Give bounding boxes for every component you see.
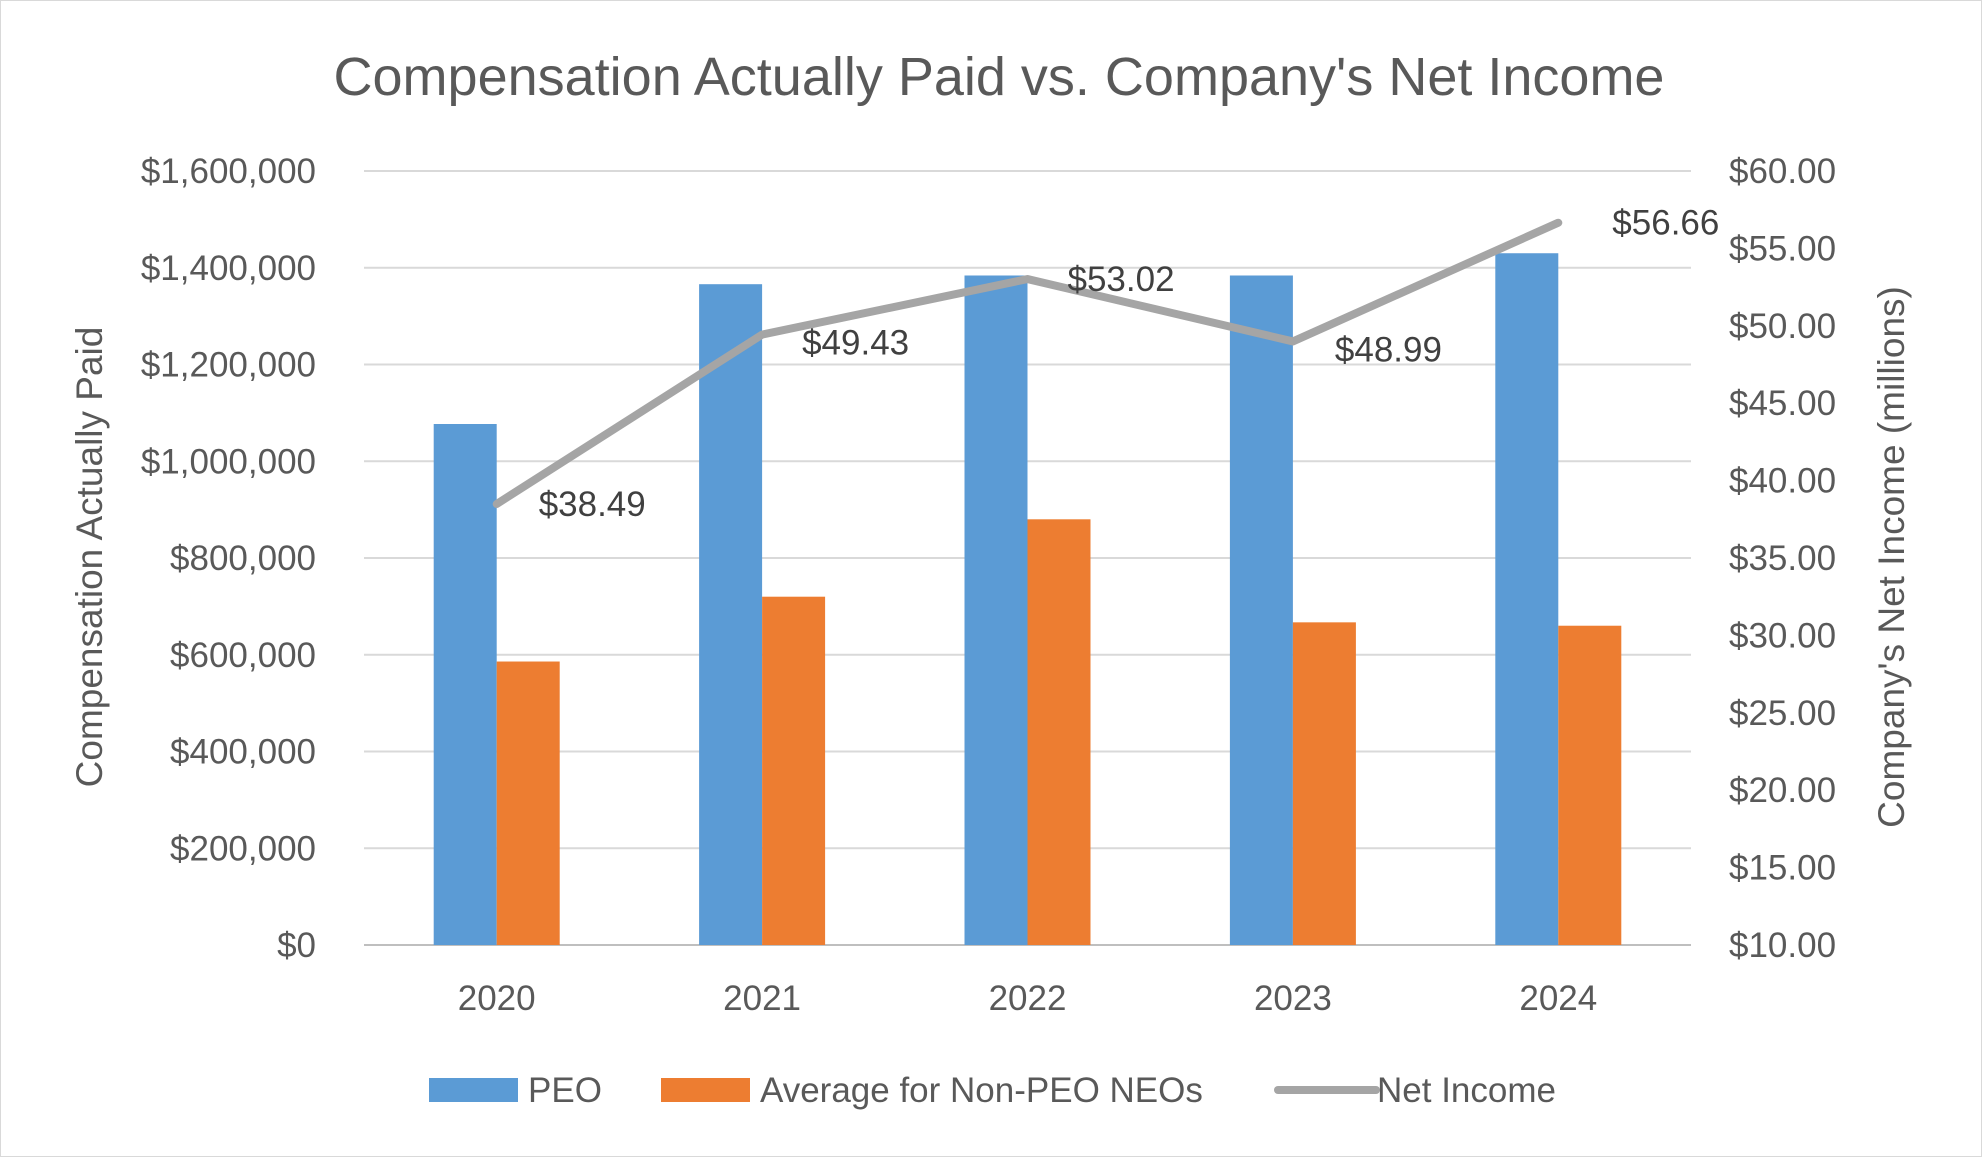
average-for-non-peo-neos-bar — [1292, 622, 1356, 945]
right-axis-tick-label: $55.00 — [1729, 229, 1836, 268]
data-labels: $38.49 $49.43 $53.02 $48.99 $56.66 — [539, 204, 1720, 524]
right-axis-tick-label: $45.00 — [1729, 384, 1836, 423]
legend-swatch-average-for-non-peo-neos — [661, 1078, 750, 1102]
average-for-non-peo-neos-bar — [1558, 625, 1622, 945]
average-for-non-peo-neos-bar — [496, 661, 560, 945]
left-axis-tick-label: $1,600,000 — [141, 152, 316, 191]
left-axis-tick-label: $0 — [277, 926, 316, 965]
peo-bar — [1495, 253, 1559, 946]
left-axis-tick-label: $600,000 — [170, 636, 316, 675]
x-axis: 2020 2021 2022 2023 2024 — [458, 979, 1597, 1018]
right-axis-title: Company's Net Income (millions) — [1871, 286, 1912, 828]
net-income-data-label: $48.99 — [1335, 330, 1442, 369]
average-for-non-peo-neos-bar — [762, 596, 826, 945]
right-axis-tick-label: $35.00 — [1729, 539, 1836, 578]
net-income-line-layer — [492, 218, 1563, 508]
legend-label-average-for-non-peo-neos: Average for Non-PEO NEOs — [760, 1071, 1203, 1110]
legend-label-peo: PEO — [528, 1071, 602, 1110]
net-income-data-label: $49.43 — [802, 324, 909, 363]
peo-bar — [433, 424, 497, 946]
right-axis-tick-label: $15.00 — [1729, 849, 1836, 888]
net-income-line — [492, 218, 1563, 508]
x-axis-tick-label: 2024 — [1519, 979, 1597, 1018]
legend-label-net-income: Net Income — [1377, 1071, 1556, 1110]
left-axis-tick-label: $200,000 — [170, 829, 316, 868]
average-for-non-peo-neos-bar — [1027, 519, 1091, 945]
left-axis-tick-label: $800,000 — [170, 539, 316, 578]
right-axis-tick-label: $10.00 — [1729, 926, 1836, 965]
left-axis-title: Compensation Actually Paid — [69, 327, 110, 788]
chart-title: Compensation Actually Paid vs. Company's… — [334, 47, 1665, 107]
net-income-data-label: $53.02 — [1068, 260, 1175, 299]
x-axis-tick-label: 2021 — [723, 979, 801, 1018]
left-axis-tick-label: $1,200,000 — [141, 346, 316, 385]
left-axis-tick-label: $1,400,000 — [141, 249, 316, 288]
net-income-data-label: $56.66 — [1612, 204, 1719, 243]
legend: PEO Average for Non-PEO NEOs Net Income — [429, 1071, 1556, 1110]
right-axis: $10.00 $15.00 $20.00 $25.00 $30.00 $35.00 $40.… — [1729, 152, 1836, 965]
right-axis-tick-label: $25.00 — [1729, 694, 1836, 733]
net-income-data-label: $38.49 — [539, 485, 646, 524]
right-axis-tick-label: $50.00 — [1729, 307, 1836, 346]
right-axis-tick-label: $40.00 — [1729, 462, 1836, 501]
peo-bar — [964, 275, 1028, 945]
right-axis-tick-label: $60.00 — [1729, 152, 1836, 191]
x-axis-tick-label: 2022 — [989, 979, 1067, 1018]
x-axis-tick-label: 2023 — [1254, 979, 1332, 1018]
x-axis-tick-label: 2020 — [458, 979, 536, 1018]
right-axis-tick-label: $20.00 — [1729, 771, 1836, 810]
left-axis-tick-label: $400,000 — [170, 733, 316, 772]
left-axis-tick-label: $1,000,000 — [141, 442, 316, 481]
left-axis: $0 $200,000 $400,000 $600,000 $800,000 $1,000… — [141, 152, 316, 965]
bars — [433, 253, 1622, 946]
peo-bar — [699, 284, 763, 945]
right-axis-tick-label: $30.00 — [1729, 616, 1836, 655]
legend-swatch-peo — [429, 1078, 518, 1102]
peo-bar — [1229, 275, 1293, 945]
